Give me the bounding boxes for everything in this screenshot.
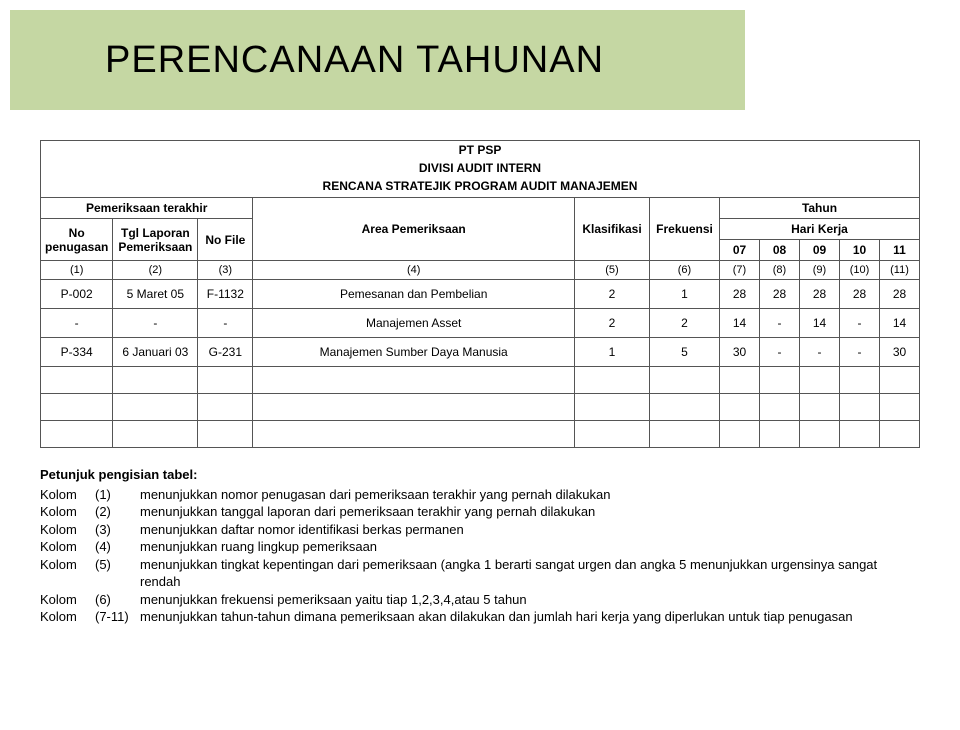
instruction-text: menunjukkan frekuensi pemeriksaan yaitu … [140,591,920,609]
audit-table: PT PSP DIVISI AUDIT INTERN RENCANA STRAT… [40,140,920,448]
cell: 28 [840,280,880,309]
page-title: PERENCANAAN TAHUNAN [105,39,604,82]
cell: 30 [880,338,920,367]
instructions: Petunjuk pengisian tabel: Kolom(1)menunj… [40,466,920,626]
cell: 2 [575,280,650,309]
cell: 28 [760,280,800,309]
group-pemeriksaan: Pemeriksaan terakhir [41,198,253,219]
table-row: P-0025 Maret 05F-1132Pemesanan dan Pembe… [41,280,920,309]
colnum-8: (8) [760,261,800,280]
cell: 1 [575,338,650,367]
group-tahun: Tahun [720,198,920,219]
instruction-row: Kolom(1)menunjukkan nomor penugasan dari… [40,486,920,504]
audit-table-container: PT PSP DIVISI AUDIT INTERN RENCANA STRAT… [40,140,920,448]
instruction-row: Kolom(4)menunjukkan ruang lingkup pemeri… [40,538,920,556]
title-bar: PERENCANAAN TAHUNAN [10,10,745,110]
cell: Manajemen Sumber Daya Manusia [253,338,575,367]
colnum-11: (11) [880,261,920,280]
cell: - [113,309,198,338]
instruction-label: Kolom [40,608,95,626]
instructions-title: Petunjuk pengisian tabel: [40,466,920,484]
cell: P-002 [41,280,113,309]
instruction-label: Kolom [40,521,95,539]
colnum-3: (3) [198,261,253,280]
colnum-4: (4) [253,261,575,280]
cell: 14 [800,309,840,338]
instruction-num: (5) [95,556,140,591]
instruction-text: menunjukkan daftar nomor identifikasi be… [140,521,920,539]
cell: F-1132 [198,280,253,309]
col-klasifikasi: Klasifikasi [575,198,650,261]
instruction-text: menunjukkan tahun-tahun dimana pemeriksa… [140,608,920,626]
cell: - [840,338,880,367]
cell: - [41,309,113,338]
cell: - [800,338,840,367]
colnum-1: (1) [41,261,113,280]
col-no-penugasan: No penugasan [41,219,113,261]
col-y09: 09 [800,240,840,261]
cell: 5 [650,338,720,367]
group-hari-kerja: Hari Kerja [720,219,920,240]
instruction-row: Kolom(7-11)menunjukkan tahun-tahun diman… [40,608,920,626]
instruction-num: (2) [95,503,140,521]
instruction-row: Kolom(3)menunjukkan daftar nomor identif… [40,521,920,539]
cell: 30 [720,338,760,367]
instruction-label: Kolom [40,538,95,556]
col-y10: 10 [840,240,880,261]
instruction-num: (3) [95,521,140,539]
cell: G-231 [198,338,253,367]
instruction-text: menunjukkan nomor penugasan dari pemerik… [140,486,920,504]
instruction-num: (4) [95,538,140,556]
cell: 1 [650,280,720,309]
table-row: P-3346 Januari 03G-231Manajemen Sumber D… [41,338,920,367]
instruction-label: Kolom [40,503,95,521]
cell: 28 [800,280,840,309]
cell: Manajemen Asset [253,309,575,338]
cell: 28 [880,280,920,309]
cell: - [840,309,880,338]
cell: - [760,338,800,367]
instruction-label: Kolom [40,486,95,504]
instruction-label: Kolom [40,591,95,609]
instruction-text: menunjukkan ruang lingkup pemeriksaan [140,538,920,556]
col-y11: 11 [880,240,920,261]
colnum-10: (10) [840,261,880,280]
cell: 28 [720,280,760,309]
instruction-row: Kolom(2)menunjukkan tanggal laporan dari… [40,503,920,521]
colnum-5: (5) [575,261,650,280]
instruction-text: menunjukkan tanggal laporan dari pemerik… [140,503,920,521]
org-title-2: DIVISI AUDIT INTERN [41,159,920,177]
cell: 5 Maret 05 [113,280,198,309]
table-row: ---Manajemen Asset2214-14-14 [41,309,920,338]
cell: 14 [720,309,760,338]
cell: 2 [650,309,720,338]
instruction-num: (7-11) [95,608,140,626]
instruction-text: menunjukkan tingkat kepentingan dari pem… [140,556,920,591]
col-no-file: No File [198,219,253,261]
cell: P-334 [41,338,113,367]
instruction-num: (1) [95,486,140,504]
instruction-row: Kolom(6)menunjukkan frekuensi pemeriksaa… [40,591,920,609]
instruction-label: Kolom [40,556,95,591]
colnum-6: (6) [650,261,720,280]
col-tgl-laporan: Tgl Laporan Pemeriksaan [113,219,198,261]
cell: Pemesanan dan Pembelian [253,280,575,309]
colnum-2: (2) [113,261,198,280]
instruction-row: Kolom(5)menunjukkan tingkat kepentingan … [40,556,920,591]
cell: - [760,309,800,338]
col-y08: 08 [760,240,800,261]
cell: 6 Januari 03 [113,338,198,367]
col-area: Area Pemeriksaan [253,198,575,261]
org-title-3: RENCANA STRATEJIK PROGRAM AUDIT MANAJEME… [41,177,920,198]
colnum-9: (9) [800,261,840,280]
col-frekuensi: Frekuensi [650,198,720,261]
col-y07: 07 [720,240,760,261]
cell: 14 [880,309,920,338]
org-title-1: PT PSP [41,141,920,160]
cell: 2 [575,309,650,338]
cell: - [198,309,253,338]
colnum-7: (7) [720,261,760,280]
instruction-num: (6) [95,591,140,609]
